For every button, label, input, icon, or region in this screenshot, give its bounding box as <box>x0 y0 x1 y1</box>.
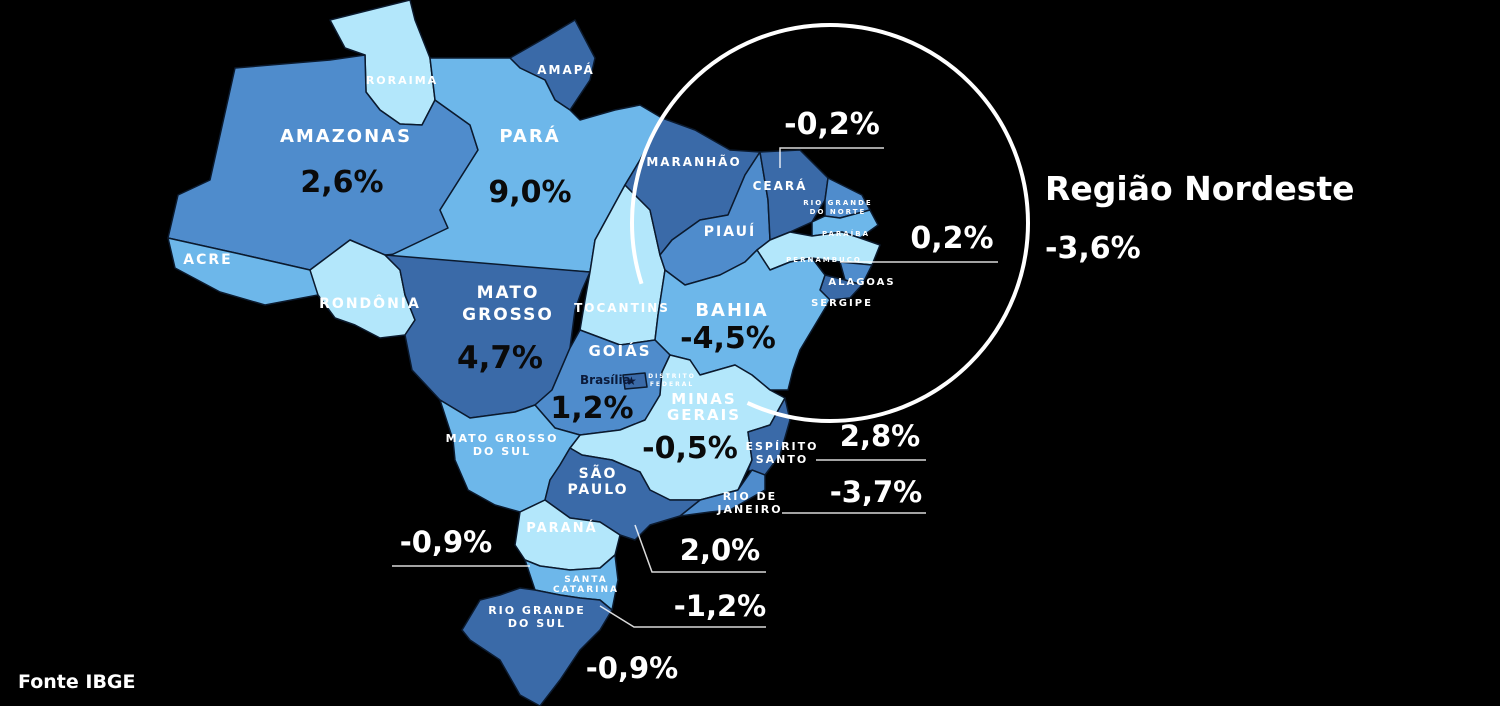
state-label-line: DO NORTE <box>810 208 867 216</box>
state-label-para: PARÁ <box>499 125 560 147</box>
state-label-paraiba: PARAÍBA <box>822 229 870 238</box>
state-label-line: SANTO <box>756 453 809 466</box>
state-value-rio-de-janeiro: -3,7% <box>830 475 922 509</box>
state-label-acre: ACRE <box>183 252 232 268</box>
state-label-tocantins: TOCANTINS <box>574 301 670 315</box>
state-label-line: PIAUÍ <box>704 223 756 240</box>
state-label-line: CATARINA <box>553 585 619 595</box>
state-value-espirito-santo: 2,8% <box>840 419 920 453</box>
state-distrito-federal <box>622 372 648 390</box>
state-label-roraima: RORAIMA <box>366 74 438 87</box>
state-label-line: GOIÁS <box>588 341 651 360</box>
states-layer <box>167 0 881 706</box>
leaders-layer <box>392 147 998 628</box>
state-value-para: 9,0% <box>488 175 571 210</box>
state-label-alagoas: ALAGOAS <box>828 277 895 288</box>
capital-marker: Brasília★ <box>580 373 637 388</box>
state-label-line: CEARÁ <box>753 178 808 193</box>
state-label-line: DO SUL <box>473 445 531 458</box>
state-value-minas-gerais: -0,5% <box>642 431 738 466</box>
state-label-sergipe: SERGIPE <box>811 298 873 309</box>
state-value-mato-grosso: 4,7% <box>457 340 543 376</box>
state-label-line: PARÁ <box>499 125 560 147</box>
state-label-line: ESPÍRITO <box>745 440 818 453</box>
state-label-line: DISTRITO <box>648 373 696 380</box>
state-value-santa-catarina: -1,2% <box>674 589 766 623</box>
state-label-distrito-federal: DISTRITO FEDERAL <box>648 373 696 388</box>
nordeste-highlight-circle <box>630 23 1030 423</box>
state-value-rio-grande-do-sul: -0,9% <box>586 651 678 685</box>
state-label-sao-paulo: SÃO PAULO <box>567 465 628 498</box>
state-label-line: MATO <box>477 283 540 303</box>
state-label-rio-grande-do-norte: RIO GRANDE DO NORTE <box>803 199 872 216</box>
state-label-line: MINAS <box>671 390 736 408</box>
labels-layer: RORAIMA AMAPÁ AMAZONAS PARÁ ACRE RONDÔNIA MATO… <box>183 62 895 630</box>
source-note: Fonte IBGE <box>18 671 136 693</box>
state-label-line: PERNAMBUCO <box>786 256 862 264</box>
state-label-line: ALAGOAS <box>828 277 895 288</box>
state-value-pernambuco: 0,2% <box>910 221 993 256</box>
state-value-ceara: -0,2% <box>784 107 880 142</box>
state-label-line: SERGIPE <box>811 298 873 309</box>
state-label-line: SÃO <box>579 465 618 482</box>
state-label-line: RORAIMA <box>366 74 438 87</box>
state-label-rio-de-janeiro: RIO DE JANEIRO <box>716 490 782 516</box>
state-label-mato-grosso: MATO GROSSO <box>462 283 554 325</box>
region-value: -3,6% <box>1045 231 1141 266</box>
state-value-sao-paulo: 2,0% <box>680 533 760 567</box>
state-rio-de-janeiro <box>679 469 766 517</box>
state-label-line: DO SUL <box>508 617 566 630</box>
values-layer: 2,6% 9,0% 4,7% -0,2% 0,2% -4,5% 1,2% -0,5% 2,8% -… <box>300 107 993 685</box>
state-value-bahia: -4,5% <box>680 321 776 356</box>
state-label-santa-catarina: SANTA CATARINA <box>553 575 619 595</box>
state-label-goias: GOIÁS <box>588 341 651 360</box>
state-label-line: MATO GROSSO <box>446 432 559 445</box>
region-title: Região Nordeste <box>1045 169 1355 208</box>
state-label-ceara: CEARÁ <box>753 178 808 193</box>
state-label-line: BAHIA <box>695 300 768 321</box>
state-label-line: PARAÍBA <box>822 229 870 238</box>
state-label-line: SANTA <box>564 575 607 585</box>
state-label-mato-grosso-do-sul: MATO GROSSO DO SUL <box>446 432 559 458</box>
state-label-line: RONDÔNIA <box>319 294 421 312</box>
state-label-line: GROSSO <box>462 305 554 325</box>
state-label-line: FEDERAL <box>650 381 694 388</box>
state-label-maranhao: MARANHÃO <box>646 154 741 169</box>
state-label-line: PAULO <box>567 482 628 498</box>
state-label-amapa: AMAPÁ <box>537 62 595 77</box>
state-label-line: AMAZONAS <box>280 126 412 147</box>
state-label-piaui: PIAUÍ <box>704 223 756 240</box>
state-label-pernambuco: PERNAMBUCO <box>786 256 862 264</box>
state-label-rondonia: RONDÔNIA <box>319 294 421 312</box>
leader-line-sao-paulo <box>634 524 766 573</box>
state-rio-grande-do-sul <box>461 587 613 706</box>
state-label-rio-grande-do-sul: RIO GRANDE DO SUL <box>488 604 586 630</box>
state-label-parana: PARANÁ <box>526 520 597 536</box>
leader-line-santa-catarina <box>599 605 766 628</box>
state-value-amazonas: 2,6% <box>300 165 383 200</box>
state-label-line: RIO GRANDE <box>803 199 872 207</box>
state-label-line: GERAIS <box>667 406 741 424</box>
state-label-espirito-santo: ESPÍRITO SANTO <box>745 440 818 466</box>
state-label-line: ACRE <box>183 252 232 268</box>
state-label-bahia: BAHIA <box>695 300 768 321</box>
state-label-line: AMAPÁ <box>537 62 595 77</box>
state-label-line: TOCANTINS <box>574 301 670 315</box>
state-label-line: MARANHÃO <box>646 154 741 169</box>
state-label-minas-gerais: MINAS GERAIS <box>667 390 741 424</box>
state-value-parana: -0,9% <box>400 525 492 559</box>
state-label-amazonas: AMAZONAS <box>280 126 412 147</box>
state-label-line: RIO GRANDE <box>488 604 586 617</box>
state-label-line: RIO DE <box>723 490 777 503</box>
state-value-goias: 1,2% <box>550 391 633 426</box>
star-icon: ★ <box>626 374 637 388</box>
leader-line-ceara <box>779 147 884 168</box>
state-label-line: PARANÁ <box>526 520 597 536</box>
capital-name: Brasília <box>580 373 631 387</box>
state-label-line: JANEIRO <box>716 503 782 516</box>
